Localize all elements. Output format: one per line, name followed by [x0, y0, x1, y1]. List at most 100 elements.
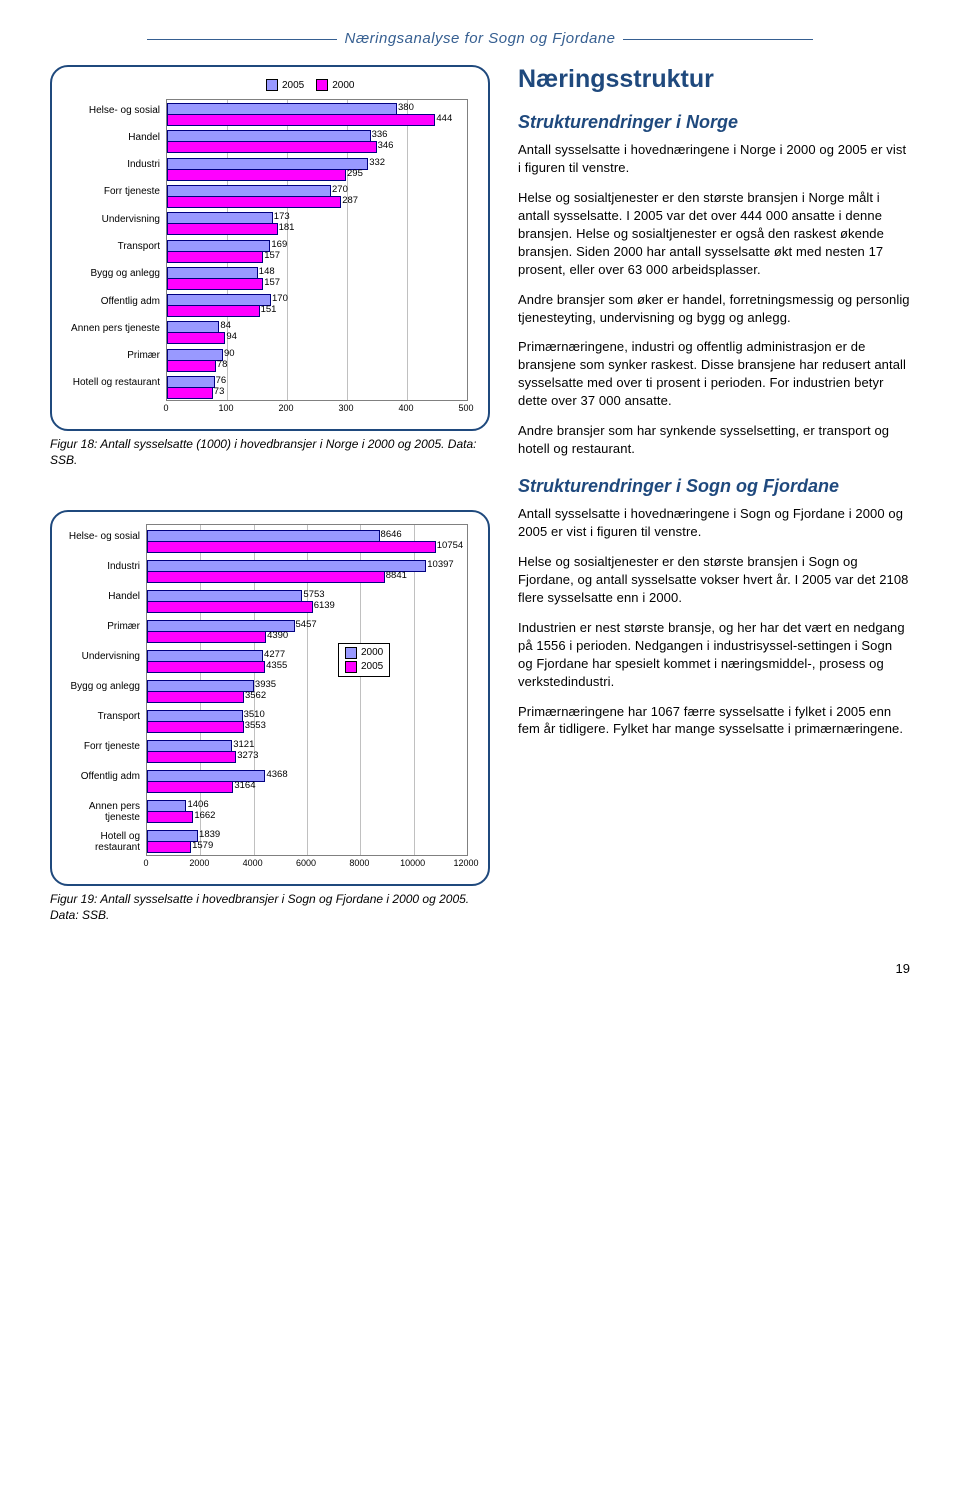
- bar: [167, 332, 225, 344]
- para: Primærnæringene har 1067 færre sysselsat…: [518, 703, 910, 739]
- x-tick: 500: [458, 403, 473, 413]
- category-label: Transport: [62, 242, 160, 253]
- bar-value: 287: [342, 196, 358, 206]
- category-label: Primær: [62, 351, 160, 362]
- figure-18-chart: 0100200300400500Helse- og sosial380444Ha…: [50, 65, 490, 431]
- category-label: Transport: [62, 712, 140, 723]
- bar: [147, 571, 385, 583]
- bar-value: 3510: [244, 710, 265, 720]
- bar-value: 1579: [192, 841, 213, 851]
- category-label: Handel: [62, 592, 140, 603]
- category-label: Offentlig adm: [62, 297, 160, 308]
- x-tick: 2000: [189, 858, 209, 868]
- bar-value: 4368: [266, 770, 287, 780]
- bar-value: 346: [378, 141, 394, 151]
- bar-value: 295: [347, 169, 363, 179]
- x-tick: 10000: [400, 858, 425, 868]
- page-number: 19: [50, 961, 910, 976]
- bar-value: 380: [398, 103, 414, 113]
- bar-value: 84: [220, 321, 231, 331]
- bar: [167, 387, 213, 399]
- bar: [147, 811, 193, 823]
- category-label: Industri: [62, 562, 140, 573]
- category-label: Bygg og anlegg: [62, 269, 160, 280]
- bar-value: 170: [272, 294, 288, 304]
- category-label: Undervisning: [62, 652, 140, 663]
- bar: [147, 661, 265, 673]
- bar-value: 169: [271, 240, 287, 250]
- legend: 20002005: [338, 643, 390, 677]
- bar-value: 444: [436, 114, 452, 124]
- bar: [167, 196, 341, 208]
- x-tick: 6000: [296, 858, 316, 868]
- x-tick: 0: [143, 858, 148, 868]
- bar: [167, 169, 346, 181]
- bar-value: 3164: [234, 781, 255, 791]
- category-label: Forr tjeneste: [62, 187, 160, 198]
- x-tick: 0: [163, 403, 168, 413]
- category-label: Bygg og anlegg: [62, 682, 140, 693]
- x-tick: 200: [278, 403, 293, 413]
- para: Antall sysselsatte i hovednæringene i No…: [518, 141, 910, 177]
- bar-value: 73: [214, 387, 225, 397]
- bar-value: 1839: [199, 830, 220, 840]
- bar-value: 332: [369, 158, 385, 168]
- category-label: Forr tjeneste: [62, 742, 140, 753]
- x-tick: 4000: [243, 858, 263, 868]
- bar: [167, 305, 260, 317]
- bar-value: 3273: [237, 751, 258, 761]
- bar: [147, 721, 244, 733]
- bar: [147, 781, 233, 793]
- bar-value: 148: [259, 267, 275, 277]
- bar-value: 4390: [267, 631, 288, 641]
- category-label: Primær: [62, 622, 140, 633]
- category-label: Helse- og sosial: [62, 106, 160, 117]
- bar-value: 5457: [296, 620, 317, 630]
- bar-value: 181: [279, 223, 295, 233]
- legend: 20052000: [266, 79, 355, 91]
- bar-value: 76: [216, 376, 227, 386]
- section-heading: Næringsstruktur: [518, 65, 910, 94]
- running-head: Næringsanalyse for Sogn og Fjordane: [50, 30, 910, 47]
- bar: [167, 360, 216, 372]
- bar-value: 6139: [314, 601, 335, 611]
- bar-value: 4277: [264, 650, 285, 660]
- bar-value: 5753: [303, 590, 324, 600]
- bar-value: 1406: [187, 800, 208, 810]
- bar-value: 157: [264, 251, 280, 261]
- bar: [167, 278, 263, 290]
- bar-value: 157: [264, 278, 280, 288]
- bar-value: 270: [332, 185, 348, 195]
- category-label: Helse- og sosial: [62, 532, 140, 543]
- bar-value: 173: [274, 212, 290, 222]
- figure-19-caption: Figur 19: Antall sysselsatte i hovedbran…: [50, 892, 490, 923]
- bar: [147, 631, 266, 643]
- para: Primærnæringene, industri og offentlig a…: [518, 338, 910, 410]
- x-tick: 12000: [453, 858, 478, 868]
- category-label: Offentlig adm: [62, 772, 140, 783]
- bar: [147, 691, 244, 703]
- category-label: Industri: [62, 160, 160, 171]
- bar-value: 8646: [381, 530, 402, 540]
- x-tick: 400: [398, 403, 413, 413]
- bar-value: 3935: [255, 680, 276, 690]
- bar-value: 336: [372, 130, 388, 140]
- bar: [167, 114, 435, 126]
- bar-value: 3121: [233, 740, 254, 750]
- category-label: Hotell og restaurant: [62, 378, 160, 389]
- category-label: Annen pers tjeneste: [62, 802, 140, 823]
- category-label: Hotell og restaurant: [62, 832, 140, 853]
- bar: [167, 251, 263, 263]
- para: Antall sysselsatte i hovednæringene i So…: [518, 505, 910, 541]
- figure-18-caption: Figur 18: Antall sysselsatte (1000) i ho…: [50, 437, 490, 468]
- para: Andre bransjer som øker er handel, forre…: [518, 291, 910, 327]
- category-label: Undervisning: [62, 215, 160, 226]
- x-tick: 8000: [349, 858, 369, 868]
- subhead-sogn: Strukturendringer i Sogn og Fjordane: [518, 476, 910, 497]
- bar-value: 10754: [437, 541, 463, 551]
- bar-value: 8841: [386, 571, 407, 581]
- figure-19-chart: 0 2000 4000 6000 8000 10000 12000 Helse- og sos…: [50, 510, 490, 886]
- para: Helse og sosialtjenester er den største …: [518, 553, 910, 607]
- bar: [167, 223, 278, 235]
- bar-value: 151: [261, 305, 277, 315]
